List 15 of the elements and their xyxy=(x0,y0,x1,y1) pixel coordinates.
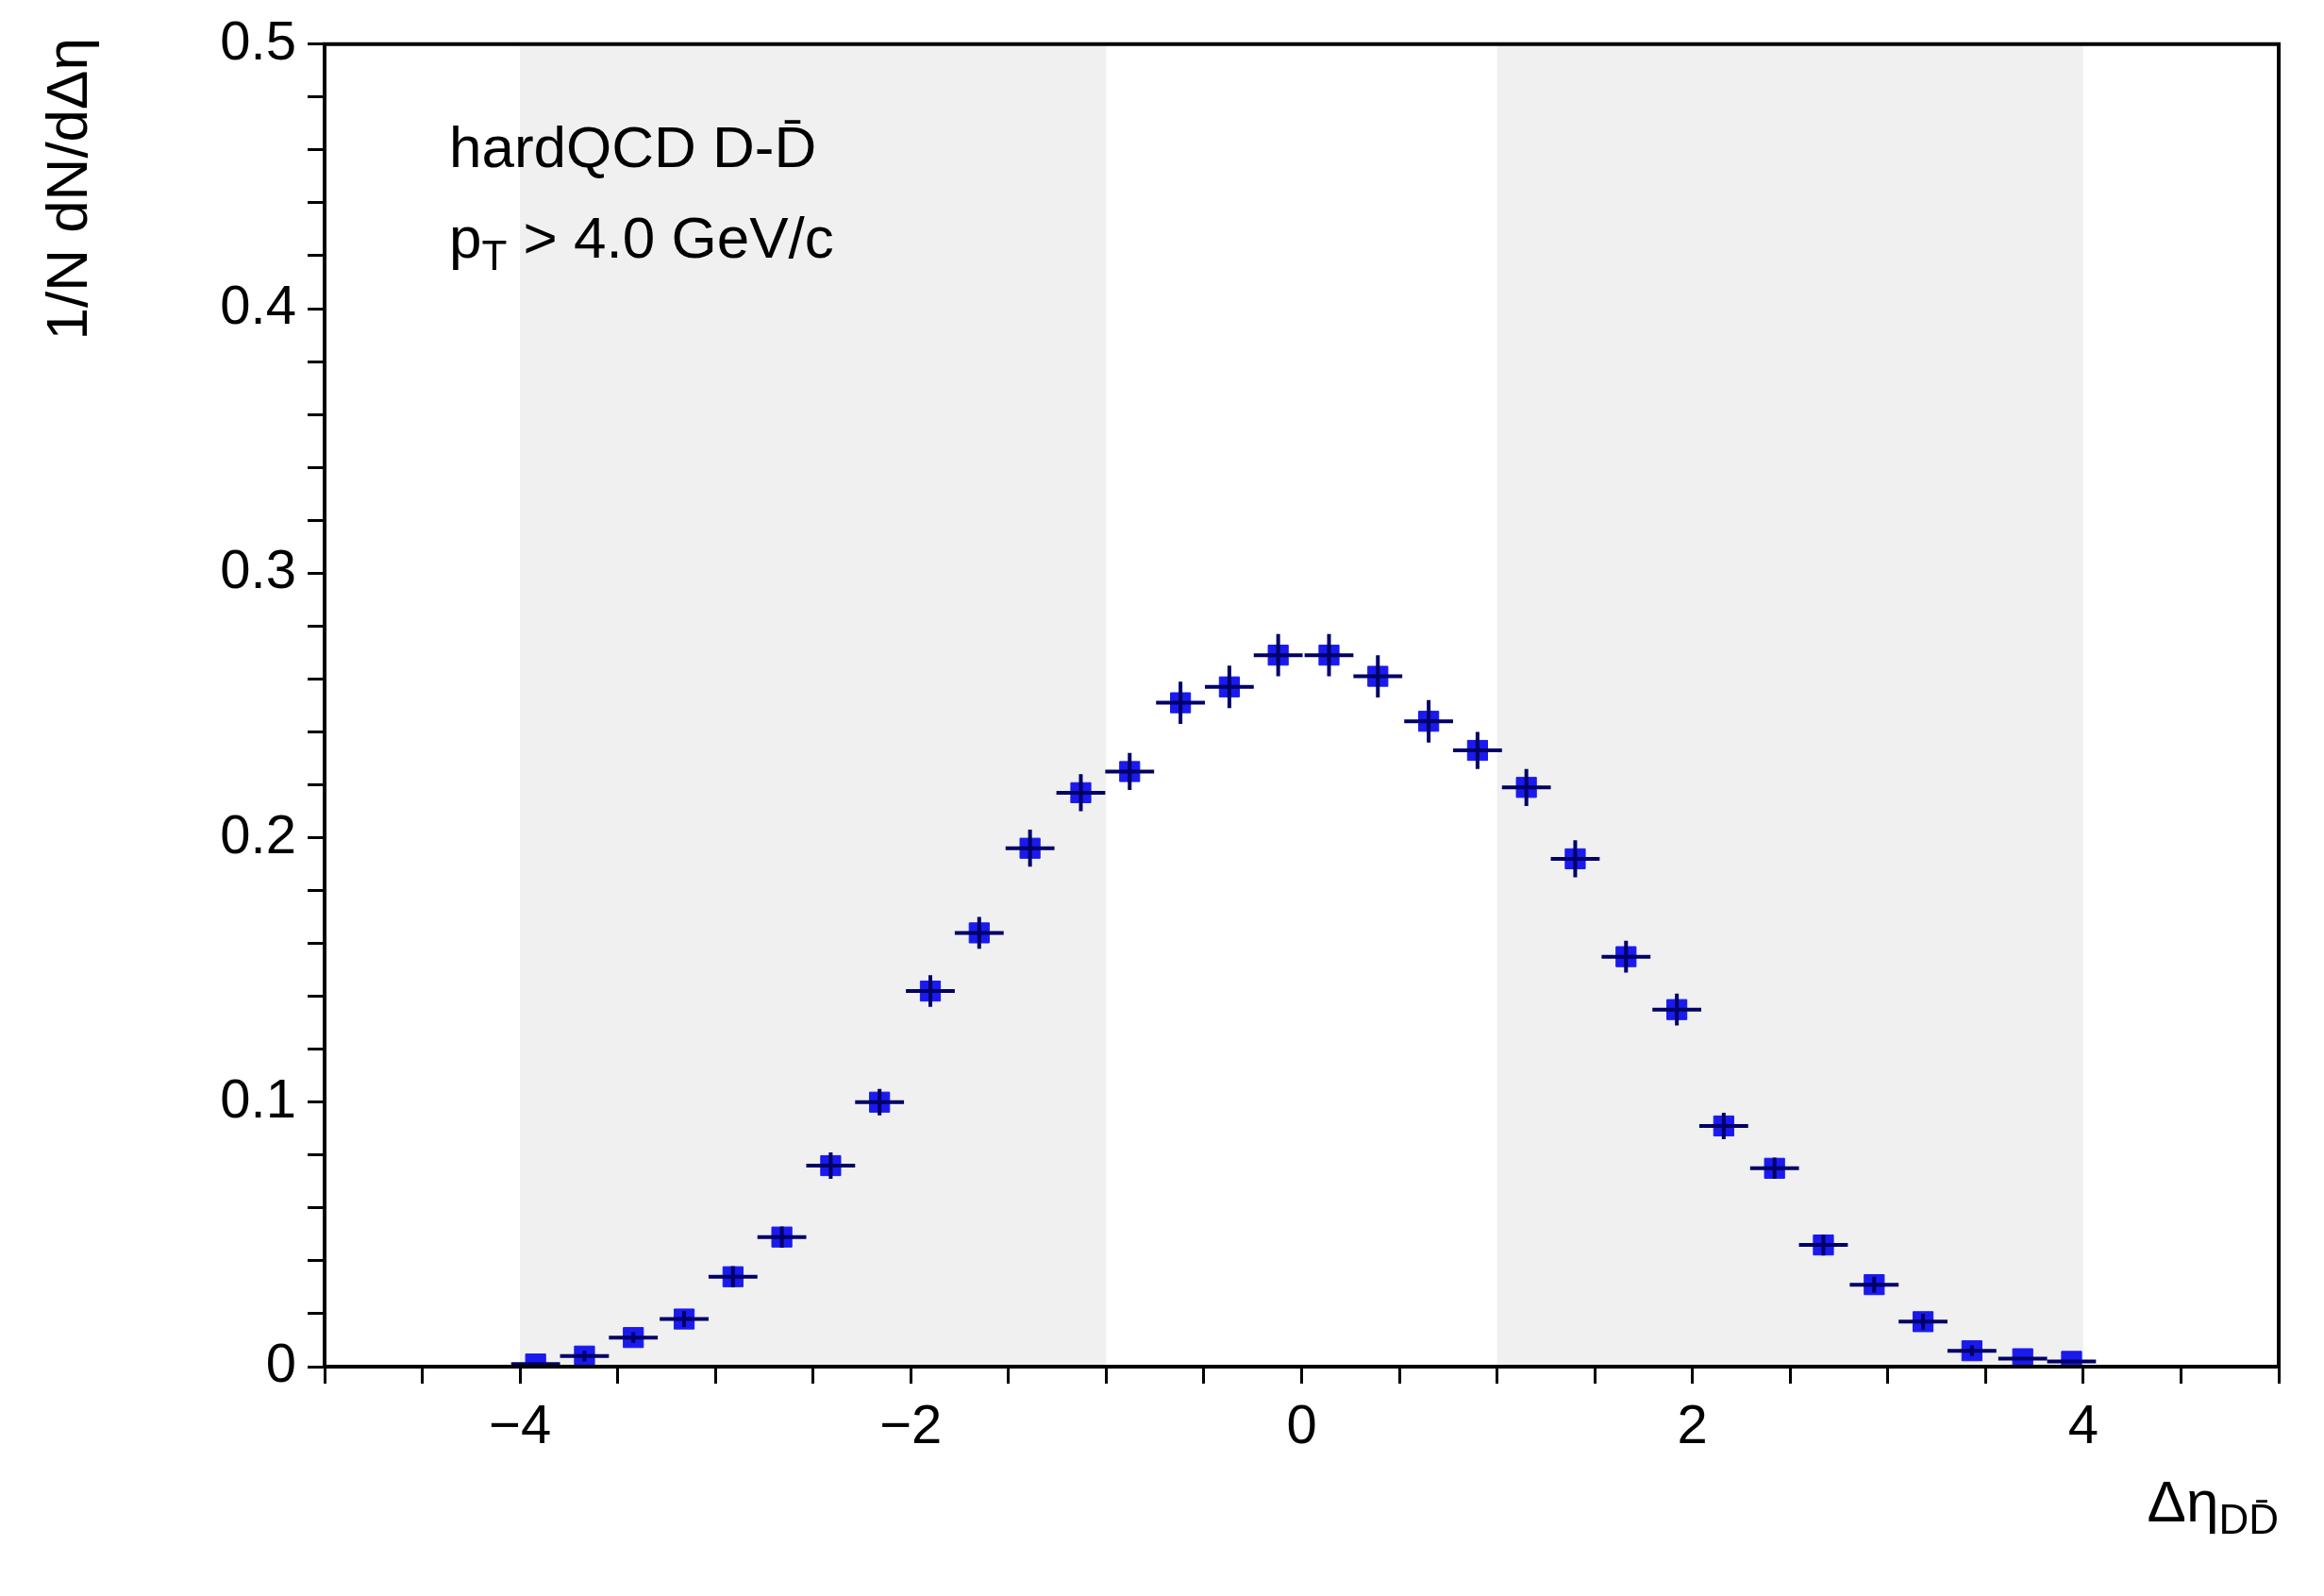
y-axis-title: 1/N dN/dΔη xyxy=(34,38,99,341)
annotation: p$_{T}$ > 4.0 GeV/c xyxy=(449,205,834,279)
x-tick-label: 0 xyxy=(1286,1392,1317,1454)
y-tick-label: 0.3 xyxy=(220,538,296,600)
x-tick-label: −4 xyxy=(489,1392,552,1454)
y-tick-label: 0.1 xyxy=(220,1067,296,1129)
y-tick-label: 0.2 xyxy=(220,802,296,865)
y-tick-label: 0 xyxy=(265,1332,296,1393)
x-axis-title: Δη$_{DD̄}$ xyxy=(2147,1469,2279,1543)
y-tick-label: 0.4 xyxy=(220,274,296,336)
annotation: hardQCD D-D̄ xyxy=(449,114,817,179)
y-tick-label: 0.5 xyxy=(220,8,296,71)
x-tick-label: 2 xyxy=(1677,1392,1708,1454)
x-tick-label: 4 xyxy=(2067,1392,2099,1454)
x-tick-label: −2 xyxy=(879,1392,943,1454)
